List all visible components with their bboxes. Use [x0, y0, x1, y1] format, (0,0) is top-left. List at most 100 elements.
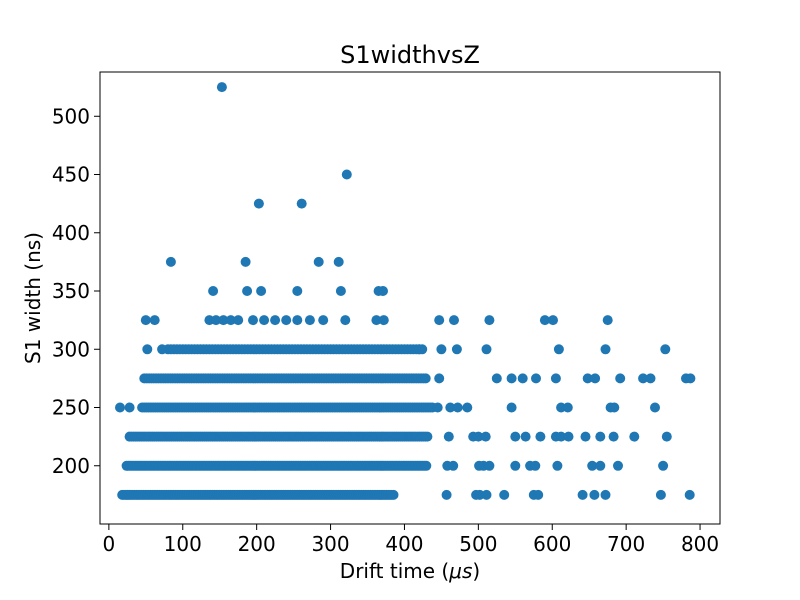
- data-point: [436, 344, 447, 355]
- data-point: [304, 315, 315, 326]
- data-point: [484, 460, 495, 471]
- chart-title: S1widthvsZ: [340, 41, 480, 69]
- data-point: [552, 460, 563, 471]
- data-point: [259, 315, 270, 326]
- data-point: [587, 460, 598, 471]
- data-point: [506, 402, 517, 413]
- y-tick-label: 350: [52, 279, 90, 303]
- y-tick-label: 500: [52, 104, 90, 128]
- data-point: [650, 402, 660, 413]
- data-point: [645, 373, 656, 384]
- data-point: [378, 286, 388, 296]
- data-point: [445, 402, 456, 413]
- data-point: [499, 489, 510, 500]
- data-point: [660, 344, 671, 355]
- data-point: [422, 431, 433, 442]
- x-tick-label: 700: [607, 532, 645, 556]
- data-point: [590, 373, 601, 384]
- data-point: [335, 286, 346, 296]
- data-point: [296, 198, 307, 209]
- data-point: [613, 460, 623, 471]
- data-point: [208, 286, 219, 296]
- data-point: [491, 373, 502, 384]
- x-axis: 0 100 200 300 400 500 600 700 800: [103, 524, 719, 556]
- data-point: [484, 315, 495, 326]
- data-point: [140, 315, 151, 326]
- data-point: [341, 169, 352, 180]
- data-point: [550, 373, 561, 384]
- data-point: [481, 344, 492, 355]
- data-point: [142, 344, 153, 355]
- data-point: [448, 460, 459, 471]
- data-point: [225, 315, 236, 326]
- data-point: [452, 402, 463, 413]
- data-point: [602, 315, 613, 326]
- data-point: [661, 431, 672, 442]
- x-tick-label: 100: [164, 532, 202, 556]
- data-point: [481, 489, 492, 500]
- data-point: [451, 344, 462, 355]
- data-point: [432, 402, 443, 413]
- data-point: [609, 402, 620, 413]
- data-point: [517, 373, 528, 384]
- data-point: [292, 286, 303, 296]
- data-point: [292, 315, 303, 326]
- x-tick-label: 500: [459, 532, 497, 556]
- data-point: [157, 344, 168, 355]
- data-point: [629, 431, 640, 442]
- x-tick-label: 600: [533, 532, 571, 556]
- data-point: [531, 373, 541, 384]
- data-point: [253, 198, 264, 209]
- data-point: [270, 315, 281, 326]
- y-tick-label: 450: [52, 163, 90, 187]
- y-tick-label: 250: [52, 396, 90, 420]
- x-tick-label: 300: [311, 532, 349, 556]
- data-point: [216, 82, 227, 93]
- data-point: [595, 431, 606, 442]
- data-point: [371, 315, 382, 326]
- data-point: [441, 489, 452, 500]
- data-point: [595, 460, 606, 471]
- data-point: [248, 315, 258, 326]
- data-point: [563, 431, 574, 442]
- data-point: [233, 315, 244, 326]
- data-point: [548, 315, 558, 326]
- x-tick-label: 800: [681, 532, 719, 556]
- data-point: [434, 315, 445, 326]
- data-point: [684, 489, 695, 500]
- data-point: [600, 344, 611, 355]
- data-point: [388, 489, 399, 500]
- data-point: [414, 344, 425, 355]
- data-point: [638, 373, 649, 384]
- x-tick-label: 0: [103, 532, 116, 556]
- data-point: [510, 460, 521, 471]
- data-point: [562, 402, 573, 413]
- data-point: [443, 431, 454, 442]
- data-point: [256, 286, 267, 296]
- data-point: [580, 431, 591, 442]
- data-point: [577, 489, 588, 500]
- data-point: [434, 373, 445, 384]
- data-point: [218, 315, 229, 326]
- data-point: [211, 315, 221, 326]
- data-point: [462, 402, 473, 413]
- y-axis: 200 250 300 350 400 450 500: [52, 104, 100, 478]
- data-point: [600, 489, 611, 500]
- data-point: [115, 402, 125, 413]
- data-point: [582, 373, 593, 384]
- data-point: [655, 489, 666, 500]
- data-point: [533, 489, 544, 500]
- data-point: [242, 286, 253, 296]
- data-point: [535, 431, 546, 442]
- data-point: [333, 256, 344, 267]
- data-point: [480, 431, 491, 442]
- y-axis-label: S1 width (ns): [21, 232, 45, 364]
- data-point: [313, 256, 324, 267]
- data-point: [340, 315, 351, 326]
- y-tick-label: 200: [52, 454, 90, 478]
- data-point: [510, 431, 521, 442]
- y-tick-label: 400: [52, 221, 90, 245]
- data-point: [473, 431, 484, 442]
